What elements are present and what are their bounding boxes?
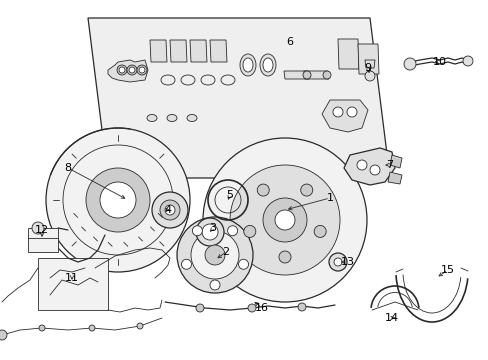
Circle shape bbox=[203, 138, 366, 302]
Text: 12: 12 bbox=[35, 225, 49, 235]
Polygon shape bbox=[28, 228, 58, 252]
Ellipse shape bbox=[186, 114, 197, 122]
Text: 3: 3 bbox=[209, 223, 216, 233]
Circle shape bbox=[274, 210, 294, 230]
Circle shape bbox=[462, 56, 472, 66]
Text: 15: 15 bbox=[440, 265, 454, 275]
Polygon shape bbox=[150, 40, 167, 62]
Polygon shape bbox=[389, 155, 401, 168]
Ellipse shape bbox=[243, 58, 252, 72]
Text: 7: 7 bbox=[386, 160, 393, 170]
Polygon shape bbox=[284, 71, 308, 79]
Circle shape bbox=[191, 231, 239, 279]
Circle shape bbox=[160, 200, 180, 220]
Circle shape bbox=[297, 303, 305, 311]
Ellipse shape bbox=[167, 114, 177, 122]
Circle shape bbox=[333, 258, 341, 266]
Ellipse shape bbox=[260, 54, 275, 76]
Circle shape bbox=[89, 325, 95, 331]
Circle shape bbox=[192, 226, 202, 236]
Circle shape bbox=[204, 245, 224, 265]
Circle shape bbox=[238, 259, 248, 269]
Text: 5: 5 bbox=[226, 190, 233, 200]
Circle shape bbox=[164, 205, 175, 215]
Polygon shape bbox=[343, 148, 394, 185]
Circle shape bbox=[227, 226, 237, 236]
Polygon shape bbox=[304, 71, 328, 79]
Circle shape bbox=[279, 251, 290, 263]
Circle shape bbox=[152, 192, 187, 228]
Circle shape bbox=[356, 160, 366, 170]
Text: 16: 16 bbox=[254, 303, 268, 313]
Circle shape bbox=[323, 71, 330, 79]
Polygon shape bbox=[387, 172, 401, 184]
Text: 8: 8 bbox=[64, 163, 71, 173]
Circle shape bbox=[202, 224, 218, 240]
Circle shape bbox=[300, 184, 312, 196]
Text: 14: 14 bbox=[384, 313, 398, 323]
Polygon shape bbox=[170, 40, 186, 62]
Polygon shape bbox=[190, 40, 206, 62]
Circle shape bbox=[346, 107, 356, 117]
Text: 4: 4 bbox=[164, 205, 171, 215]
Circle shape bbox=[137, 323, 142, 329]
Polygon shape bbox=[108, 60, 148, 82]
Circle shape bbox=[46, 128, 190, 272]
Circle shape bbox=[244, 225, 255, 238]
Circle shape bbox=[137, 65, 147, 75]
Circle shape bbox=[328, 253, 346, 271]
Polygon shape bbox=[38, 258, 108, 310]
Ellipse shape bbox=[263, 58, 272, 72]
Circle shape bbox=[39, 325, 45, 331]
Circle shape bbox=[181, 259, 191, 269]
Polygon shape bbox=[88, 18, 389, 178]
Text: 1: 1 bbox=[326, 193, 333, 203]
Text: 6: 6 bbox=[286, 37, 293, 47]
Circle shape bbox=[209, 280, 220, 290]
Text: 9: 9 bbox=[364, 63, 371, 73]
Circle shape bbox=[119, 67, 125, 73]
Circle shape bbox=[364, 71, 374, 81]
Circle shape bbox=[196, 218, 224, 246]
Ellipse shape bbox=[147, 114, 157, 122]
Circle shape bbox=[247, 304, 256, 312]
Circle shape bbox=[32, 222, 44, 234]
Polygon shape bbox=[321, 100, 367, 132]
Circle shape bbox=[403, 58, 415, 70]
Circle shape bbox=[100, 182, 136, 218]
Text: 2: 2 bbox=[222, 247, 229, 257]
Circle shape bbox=[263, 198, 306, 242]
Circle shape bbox=[229, 165, 339, 275]
Circle shape bbox=[332, 107, 342, 117]
Circle shape bbox=[139, 67, 145, 73]
Text: 13: 13 bbox=[340, 257, 354, 267]
Circle shape bbox=[0, 330, 7, 340]
Circle shape bbox=[196, 304, 203, 312]
Circle shape bbox=[129, 67, 135, 73]
Polygon shape bbox=[364, 60, 374, 68]
Circle shape bbox=[86, 168, 150, 232]
Circle shape bbox=[257, 184, 269, 196]
Polygon shape bbox=[209, 40, 226, 62]
Circle shape bbox=[127, 65, 137, 75]
Ellipse shape bbox=[240, 54, 256, 76]
Circle shape bbox=[177, 217, 252, 293]
Polygon shape bbox=[357, 44, 378, 74]
Polygon shape bbox=[337, 39, 358, 69]
Circle shape bbox=[369, 165, 379, 175]
Circle shape bbox=[303, 71, 310, 79]
Text: 10: 10 bbox=[432, 57, 446, 67]
Circle shape bbox=[314, 225, 325, 238]
Text: 11: 11 bbox=[65, 273, 79, 283]
Circle shape bbox=[117, 65, 127, 75]
